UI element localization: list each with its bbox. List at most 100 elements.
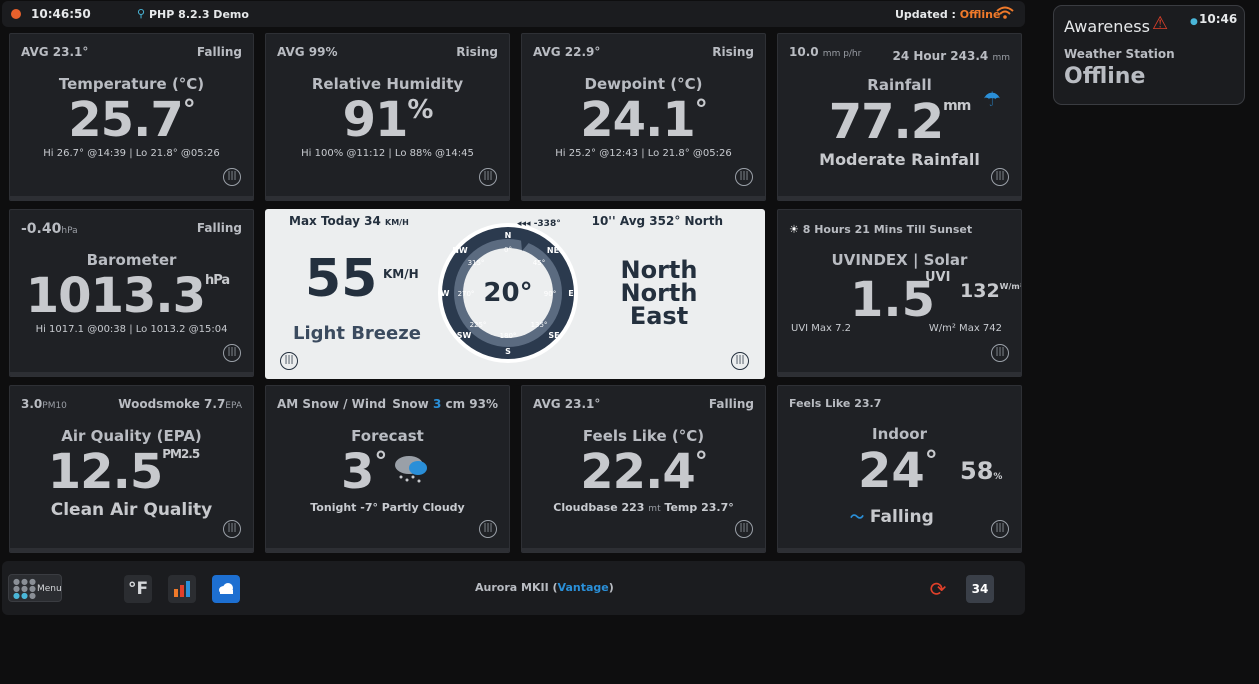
- compass-deg-225: 225°: [470, 321, 487, 329]
- rainfall-rate: 10.0 mm p/hr: [789, 45, 861, 59]
- temperature-value: 25.7°: [10, 92, 253, 148]
- humidity-unit: %: [407, 95, 433, 125]
- wind-pointer-icon: [520, 229, 532, 251]
- air-quality-desc: Clean Air Quality: [50, 500, 213, 520]
- barometer-number: 1013.3: [25, 268, 206, 324]
- uv-title: UVINDEX | Solar: [831, 251, 968, 269]
- sunset-text: 8 Hours 21 Mins Till Sunset: [802, 223, 973, 236]
- rainfall-rate-value: 10.0: [789, 45, 819, 59]
- cloudbase-value: Cloudbase 223: [553, 501, 645, 514]
- calendar-button[interactable]: 34: [966, 575, 994, 603]
- chart-icon[interactable]: |||: [479, 520, 497, 538]
- air-quality-title: Air Quality (EPA): [61, 427, 202, 445]
- feels-like-tile: AVG 23.1° Falling Feels Like (°C) 22.4° …: [521, 385, 766, 553]
- solar-unit: W/m²: [999, 282, 1022, 291]
- awareness-title: Awareness: [1064, 17, 1150, 36]
- temperature-hilo: Hi 26.7° @14:39 | Lo 21.8° @05:26: [43, 148, 220, 159]
- indoor-humidity: 58%: [960, 457, 1002, 485]
- compass-bearing: 20°: [483, 278, 532, 308]
- compass-n: N: [505, 231, 512, 240]
- chart-icon[interactable]: |||: [280, 352, 298, 370]
- chart-icon[interactable]: |||: [223, 168, 241, 186]
- barometer-change-unit: hPa: [61, 226, 78, 236]
- station-end: ): [608, 581, 614, 594]
- feels-like-avg: AVG 23.1°: [533, 397, 601, 411]
- dewpoint-value: 24.1°: [522, 92, 765, 148]
- rainfall-unit: mm: [943, 98, 971, 114]
- current-time: 10:46:50: [31, 7, 91, 21]
- dewpoint-number: 24.1: [580, 92, 695, 148]
- station-link[interactable]: Vantage: [557, 581, 609, 594]
- woodsmoke-value: Woodsmoke 7.7EPA: [118, 397, 242, 411]
- updated-label: Updated :: [895, 8, 960, 21]
- wind-max-today: Max Today 34 KM/H: [289, 214, 409, 228]
- menu-button[interactable]: ●●● ●●● ●●● Menu: [8, 574, 62, 602]
- cloudbase-temp: Temp 23.7°: [660, 501, 734, 514]
- humidity-value: 91%: [266, 92, 509, 148]
- feels-like-value: 22.4°: [522, 444, 765, 500]
- forecast-am: AM Snow / Wind: [277, 397, 387, 411]
- indoor-unit: °: [924, 446, 938, 476]
- temperature-unit: °: [182, 95, 196, 125]
- grid-icon: ●●● ●●● ●●●: [13, 577, 37, 600]
- chart-icon[interactable]: |||: [735, 168, 753, 186]
- rainfall-desc: Moderate Rainfall: [819, 150, 980, 169]
- bar-chart-button[interactable]: [168, 575, 196, 603]
- cloud-button[interactable]: [212, 575, 240, 603]
- woodsmoke-number: Woodsmoke 7.7: [118, 397, 226, 411]
- chart-icon[interactable]: |||: [223, 520, 241, 538]
- humidity-trend: Rising: [456, 45, 498, 59]
- compass-deg-315: 315°: [468, 259, 485, 267]
- chart-icon[interactable]: |||: [991, 520, 1009, 538]
- warning-icon: ⚠: [1152, 13, 1169, 34]
- fahrenheit-button[interactable]: °F: [124, 575, 152, 603]
- snow-label: Snow: [392, 397, 433, 411]
- compass-w: W: [441, 289, 450, 298]
- barometer-trend: Falling: [196, 221, 242, 235]
- chart-icon[interactable]: |||: [991, 168, 1009, 186]
- cloudbase-info: Cloudbase 223 mt Temp 23.7°: [522, 501, 765, 514]
- rainfall-total: 24 Hour 243.4 mm: [893, 49, 1011, 63]
- station-name: Aurora MKII (: [475, 581, 558, 594]
- wifi-icon: [996, 6, 1014, 24]
- uv-tile: ☀ 8 Hours 21 Mins Till Sunset UVINDEX | …: [777, 209, 1022, 377]
- humidity-tile: AVG 99% Rising Relative Humidity 91% Hi …: [265, 33, 510, 201]
- forecast-value: 3°: [341, 444, 387, 500]
- forecast-unit: °: [374, 447, 388, 477]
- feels-like-trend: Falling: [708, 397, 754, 411]
- air-quality-number: 12.5: [47, 444, 163, 500]
- wind-desc: Light Breeze: [293, 323, 421, 344]
- barometer-hilo: Hi 1017.1 @00:38 | Lo 1013.2 @15:04: [35, 324, 228, 335]
- solar-number: 132: [960, 280, 1000, 302]
- compass-deg-270: 270°: [458, 290, 475, 298]
- rainfall-total-unit: mm: [992, 53, 1010, 63]
- indoor-number: 24: [858, 443, 925, 499]
- feels-like-unit: °: [694, 447, 708, 477]
- solar-max: W/m² Max 742: [928, 323, 1002, 334]
- dewpoint-trend: Rising: [712, 45, 754, 59]
- chart-icon[interactable]: |||: [735, 520, 753, 538]
- status-dot-icon: ●: [1190, 17, 1198, 27]
- humidity-avg: AVG 99%: [277, 45, 338, 59]
- compass-nw: NW: [452, 246, 468, 255]
- trend-down-icon: 〜: [850, 510, 864, 526]
- compass-deg-0: 0°: [504, 246, 512, 254]
- compass-ne: NE: [547, 246, 559, 255]
- chart-icon[interactable]: |||: [223, 344, 241, 362]
- cloudbase-unit: mt: [648, 504, 661, 514]
- rainfall-tile: 10.0 mm p/hr 24 Hour 243.4 mm Rainfall 7…: [777, 33, 1022, 201]
- pm10-number: 3.0: [21, 397, 43, 411]
- refresh-button[interactable]: ⟳: [929, 577, 947, 601]
- temperature-title: Temperature (°C): [58, 75, 205, 93]
- wind-max-value: Max Today 34: [289, 214, 381, 228]
- dewpoint-unit: °: [694, 95, 708, 125]
- sunset-info: ☀ 8 Hours 21 Mins Till Sunset: [789, 223, 972, 236]
- chart-icon[interactable]: |||: [991, 344, 1009, 362]
- dewpoint-tile: AVG 22.9° Rising Dewpoint (°C) 24.1° Hi …: [521, 33, 766, 201]
- bar-chart-icon: [174, 581, 190, 597]
- air-quality-unit: PM2.5: [162, 447, 200, 461]
- chart-icon[interactable]: |||: [479, 168, 497, 186]
- indoor-tile: Feels Like 23.7 Indoor 24° 58% 〜 Falling…: [777, 385, 1022, 553]
- chart-icon[interactable]: |||: [731, 352, 749, 370]
- barometer-change-value: -0.40: [21, 221, 62, 237]
